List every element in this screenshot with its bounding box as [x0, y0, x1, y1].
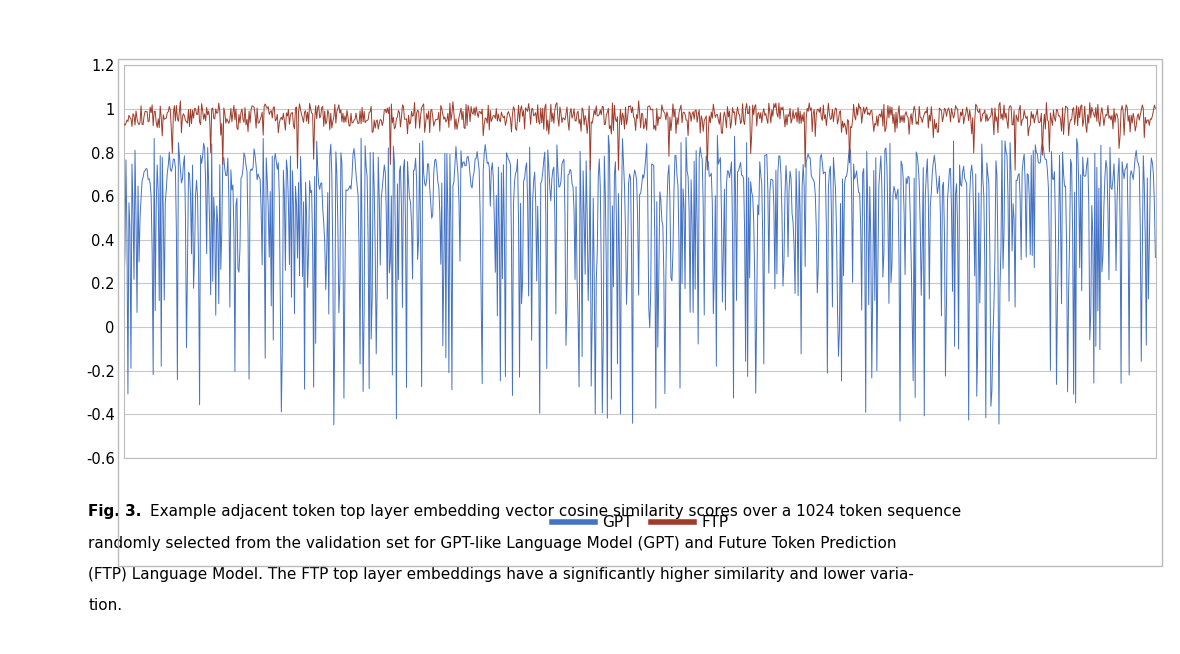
- FTP: [861, 109, 876, 116]
- Legend: GPT, FTP: GPT, FTP: [545, 509, 735, 536]
- FTP: [583, 166, 597, 174]
- FTP: [631, 97, 645, 105]
- GPT: [117, 277, 131, 285]
- FTP: [117, 120, 131, 128]
- Text: (FTP) Language Model. The FTP top layer embeddings have a significantly higher s: (FTP) Language Model. The FTP top layer …: [88, 567, 915, 582]
- GPT: [614, 410, 628, 418]
- Text: tion.: tion.: [88, 598, 123, 613]
- Line: GPT: GPT: [124, 135, 1155, 425]
- FTP: [247, 103, 261, 111]
- Text: Example adjacent token top layer embedding vector cosine similarity scores over : Example adjacent token top layer embeddi…: [150, 504, 961, 519]
- FTP: [612, 120, 627, 128]
- GPT: [585, 315, 599, 322]
- GPT: [247, 145, 261, 153]
- FTP: [623, 102, 637, 110]
- GPT: [624, 252, 638, 260]
- GPT: [1148, 254, 1162, 262]
- Text: randomly selected from the validation set for GPT-like Language Model (GPT) and : randomly selected from the validation se…: [88, 536, 897, 551]
- FTP: [1148, 105, 1162, 112]
- Text: Fig. 3.: Fig. 3.: [88, 504, 142, 519]
- FTP: [553, 109, 568, 117]
- FTP: [585, 119, 599, 127]
- GPT: [861, 301, 876, 309]
- Line: FTP: FTP: [124, 101, 1155, 170]
- GPT: [555, 161, 569, 169]
- GPT: [327, 421, 341, 429]
- GPT: [602, 131, 616, 139]
